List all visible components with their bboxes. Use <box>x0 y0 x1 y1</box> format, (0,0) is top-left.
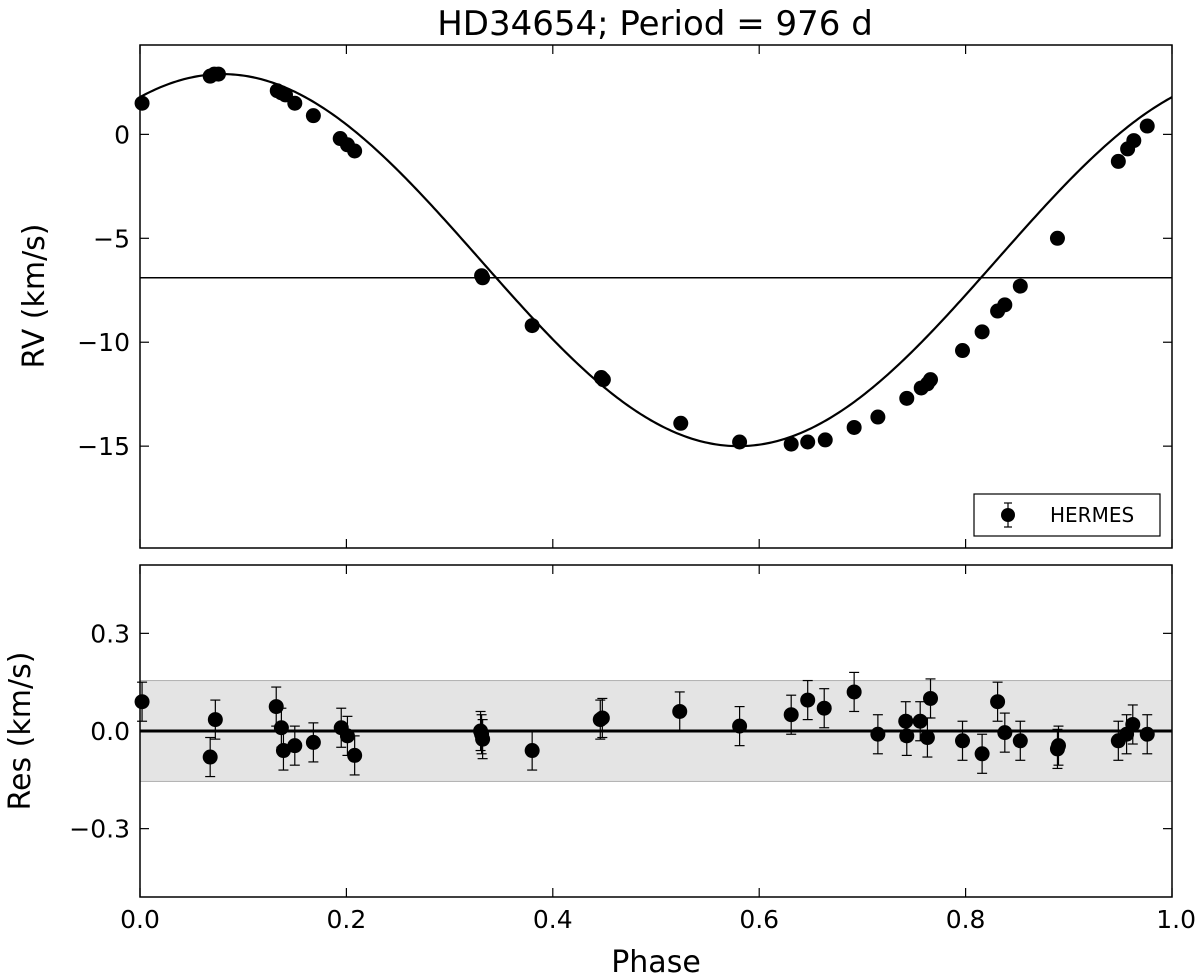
residuals-panel: 0.30.0−0.30.0 0.2 0.4 0.6 0.8 1.0 Res (km/s) … <box>3 564 1196 979</box>
rv-data-point <box>955 343 971 359</box>
residual-data-point <box>347 747 363 763</box>
rv-data-point <box>1049 230 1065 246</box>
residual-data-point <box>912 713 928 729</box>
rv-data-point <box>347 143 363 159</box>
residual-data-point <box>990 694 1006 710</box>
rv-panel: 0 −5 −10 −15 HERMES RV (km/s) <box>17 44 1173 549</box>
rv-model-curve <box>139 72 1173 448</box>
rv-data-point <box>134 95 150 111</box>
phase-xtick-label: 0.8 <box>946 905 986 934</box>
rv-data-point <box>899 390 915 406</box>
residual-data-point <box>955 733 971 749</box>
residual-data-point <box>919 730 935 746</box>
rv-ytick-label: −5 <box>93 224 130 253</box>
residual-data-point <box>1125 716 1141 732</box>
residual-data-point <box>898 713 914 729</box>
residual-data-point <box>273 720 289 736</box>
residual-data-point <box>287 738 303 754</box>
residual-data-point <box>134 694 150 710</box>
phase-xtick-label: 1.0 <box>1156 905 1196 934</box>
rv-data-point <box>732 434 748 450</box>
residual-data-point <box>594 710 610 726</box>
legend: HERMES <box>973 493 1161 537</box>
rv-ytick-label: 0 <box>114 120 130 149</box>
rv-data-point <box>210 66 226 82</box>
res-ytick-label: 0.3 <box>90 619 130 648</box>
rv-data-point <box>673 415 689 431</box>
residual-data-point <box>732 718 748 734</box>
phase-axis-label: Phase <box>611 945 701 979</box>
rv-data-point <box>524 318 540 334</box>
residual-data-point <box>816 700 832 716</box>
rv-data-point <box>595 372 611 388</box>
residuals-axis-label: Res (km/s) <box>3 652 38 811</box>
residual-data-point <box>672 703 688 719</box>
residual-data-point <box>899 728 915 744</box>
figure-title: HD34654; Period = 976 d <box>437 4 873 44</box>
residual-data-point <box>475 731 491 747</box>
residual-data-point <box>923 690 939 706</box>
rv-data-point <box>305 108 321 124</box>
res-ytick-label: −0.3 <box>69 815 130 844</box>
residual-data-point <box>202 749 218 765</box>
legend-marker <box>1001 508 1015 522</box>
residual-data-point <box>870 726 886 742</box>
rv-ytick-label: −15 <box>77 432 130 461</box>
residual-data-point <box>1050 738 1066 754</box>
residual-data-point <box>974 746 990 762</box>
rv-data-point <box>783 436 799 452</box>
rv-data-point <box>1110 153 1126 169</box>
phase-xtick-label: 0.0 <box>120 905 160 934</box>
rv-plot-frame <box>139 44 1173 549</box>
residual-data-point <box>1012 733 1028 749</box>
rv-data-point <box>1012 278 1028 294</box>
residual-data-point <box>305 734 321 750</box>
residual-data-point <box>275 743 291 759</box>
residual-data-point <box>339 728 355 744</box>
res-ytick-label: 0.0 <box>90 717 130 746</box>
residual-data-point <box>997 725 1013 741</box>
rv-data-point <box>800 434 816 450</box>
phase-xtick-label: 0.2 <box>327 905 367 934</box>
rv-data-point <box>846 419 862 435</box>
residual-data-point <box>1139 726 1155 742</box>
rv-axis-label: RV (km/s) <box>17 223 52 368</box>
residual-data-point <box>783 707 799 723</box>
residual-data-point <box>207 712 223 728</box>
rv-data-point <box>923 372 939 388</box>
residual-data-point <box>846 684 862 700</box>
rv-data-point <box>997 297 1013 313</box>
residual-data-point <box>268 699 284 715</box>
phase-xtick-label: 0.4 <box>533 905 573 934</box>
residual-data-point <box>800 692 816 708</box>
residual-data-point <box>524 743 540 759</box>
rv-data-point <box>817 432 833 448</box>
rv-data-point <box>1139 118 1155 134</box>
rv-data-point <box>287 95 303 111</box>
rv-ytick-label: −10 <box>77 328 130 357</box>
rv-data-point <box>1126 133 1142 149</box>
phase-xtick-label: 0.6 <box>739 905 779 934</box>
rv-data-point <box>475 270 491 286</box>
rv-data-point <box>870 409 886 425</box>
legend-label-hermes: HERMES <box>1050 503 1134 527</box>
rv-data-point <box>974 324 990 340</box>
